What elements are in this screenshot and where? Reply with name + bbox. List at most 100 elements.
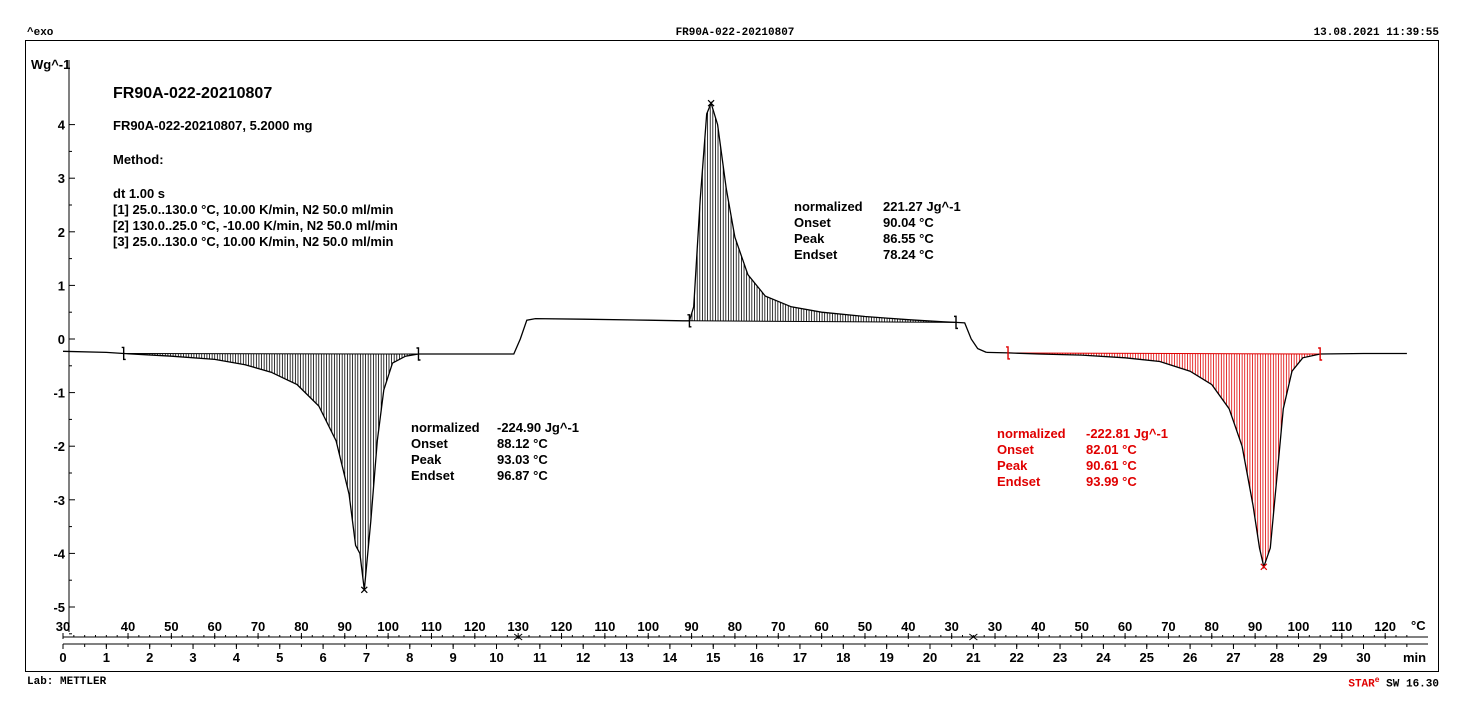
time-tick-label: 27 <box>1226 650 1240 665</box>
results-block-melting-1: normalized -224.90 Jg^-1 Onset 88.12 °C Pe… <box>411 420 579 484</box>
integration-limit-marker <box>1318 347 1323 361</box>
temperature-tick-label: 40 <box>901 619 915 634</box>
segment-boundary-mark <box>513 633 523 641</box>
markers <box>121 99 1323 594</box>
temperature-tick-label: 120 <box>464 619 486 634</box>
footer-lab: Lab: METTLER <box>27 676 107 688</box>
time-tick-label: 15 <box>706 650 720 665</box>
result-value: 86.55 °C <box>883 231 934 246</box>
time-tick-label: 17 <box>793 650 807 665</box>
temperature-tick-label: 50 <box>164 619 178 634</box>
y-tick-label: -5 <box>53 600 65 615</box>
temperature-tick-label: 120 <box>551 619 573 634</box>
time-tick-label: 4 <box>233 650 241 665</box>
result-value: 90.61 °C <box>1086 458 1137 473</box>
integral-baseline <box>1008 352 1321 355</box>
time-tick-label: 9 <box>450 650 457 665</box>
dsc-curve-2 <box>986 351 1407 570</box>
temperature-tick-label: 90 <box>338 619 352 634</box>
result-value: -224.90 Jg^-1 <box>497 420 580 435</box>
software-version: SW 16.30 <box>1379 678 1439 691</box>
temperature-tick-label: 70 <box>771 619 785 634</box>
footer-software: STARe SW 16.30 <box>1348 676 1439 691</box>
temperature-unit-label: °C <box>1411 618 1426 633</box>
integral-baseline <box>123 352 419 355</box>
time-tick-label: 19 <box>879 650 893 665</box>
plot-frame <box>25 40 1439 672</box>
time-tick-label: 18 <box>836 650 850 665</box>
integration-limit-marker <box>687 314 692 328</box>
y-tick-label: -1 <box>53 386 65 401</box>
temperature-tick-label: 30 <box>988 619 1002 634</box>
results-block-melting-2: normalized -222.81 Jg^-1 Onset 82.01 °C Pe… <box>997 426 1168 490</box>
method-segment-1: [1] 25.0..130.0 °C, 10.00 K/min, N2 50.0… <box>113 202 394 217</box>
result-value: 93.99 °C <box>1086 474 1137 489</box>
integration-limit-marker <box>1006 346 1011 360</box>
y-tick-label: 3 <box>58 171 65 186</box>
time-tick-label: 25 <box>1140 650 1154 665</box>
result-key: normalized <box>997 426 1066 441</box>
temperature-tick-label: 80 <box>728 619 742 634</box>
result-value: 221.27 Jg^-1 <box>883 199 961 214</box>
temperature-tick-label: 80 <box>1205 619 1219 634</box>
x-axis-unit-label: min <box>1403 650 1426 665</box>
time-tick-label: 13 <box>619 650 633 665</box>
result-value: 88.12 °C <box>497 436 548 451</box>
result-key: Onset <box>794 215 831 230</box>
temperature-tick-label: 30 <box>944 619 958 634</box>
star-logo-sup: e <box>1374 676 1380 685</box>
result-value: 82.01 °C <box>1086 442 1137 457</box>
temperature-tick-label: 40 <box>121 619 135 634</box>
integration-limit-marker <box>121 346 126 361</box>
result-key: Onset <box>997 442 1034 457</box>
sample-line: FR90A-022-20210807, 5.2000 mg <box>113 118 313 133</box>
result-value: 96.87 °C <box>497 468 548 483</box>
method-dt: dt 1.00 s <box>113 186 166 201</box>
method-label: Method: <box>113 152 164 167</box>
integration-limit-marker <box>954 315 959 330</box>
results-block-crystallization: normalized 221.27 Jg^-1 Onset 90.04 °C Pea… <box>794 199 961 263</box>
y-tick-label: -4 <box>53 546 65 561</box>
sample-info: FR90A-022-20210807 FR90A-022-20210807, 5… <box>113 86 398 250</box>
sample-title: FR90A-022-20210807 <box>113 85 273 102</box>
temperature-tick-label: 110 <box>594 619 615 634</box>
time-tick-label: 8 <box>406 650 413 665</box>
temperature-tick-label: 100 <box>377 619 399 634</box>
temperature-tick-label: 60 <box>207 619 221 634</box>
temperature-tick-label: 110 <box>1331 619 1352 634</box>
temperature-tick-label: 90 <box>1248 619 1262 634</box>
time-tick-label: 10 <box>489 650 503 665</box>
result-value: -222.81 Jg^-1 <box>1086 426 1169 441</box>
dsc-curve-1 <box>62 101 987 590</box>
segment-boundary-mark <box>969 633 978 641</box>
time-tick-label: 5 <box>276 650 283 665</box>
time-tick-label: 24 <box>1096 650 1111 665</box>
time-tick-label: 26 <box>1183 650 1197 665</box>
header-title: FR90A-022-20210807 <box>675 27 795 39</box>
temperature-tick-label: 80 <box>294 619 308 634</box>
time-tick-label: 6 <box>319 650 326 665</box>
result-key: Onset <box>411 436 448 451</box>
temperature-tick-label: 100 <box>1288 619 1310 634</box>
temperature-tick-label: 40 <box>1031 619 1045 634</box>
time-tick-label: 11 <box>533 650 547 665</box>
y-tick-label: -2 <box>53 439 65 454</box>
curves <box>62 101 1407 590</box>
time-tick-label: 21 <box>966 650 980 665</box>
temperature-tick-label: 50 <box>858 619 872 634</box>
result-value: 90.04 °C <box>883 215 934 230</box>
time-tick-label: 20 <box>923 650 937 665</box>
time-tick-label: 30 <box>1356 650 1370 665</box>
result-key: Endset <box>794 247 838 262</box>
y-tick-label: -3 <box>53 493 65 508</box>
y-tick-label: 1 <box>58 278 65 293</box>
time-tick-label: 1 <box>103 650 110 665</box>
integral-baseline <box>689 320 957 323</box>
result-key: Peak <box>411 452 442 467</box>
temperature-tick-label: 60 <box>814 619 828 634</box>
peak-marker <box>1260 563 1268 571</box>
temperature-tick-label: 90 <box>684 619 698 634</box>
peak-marker <box>707 99 715 107</box>
